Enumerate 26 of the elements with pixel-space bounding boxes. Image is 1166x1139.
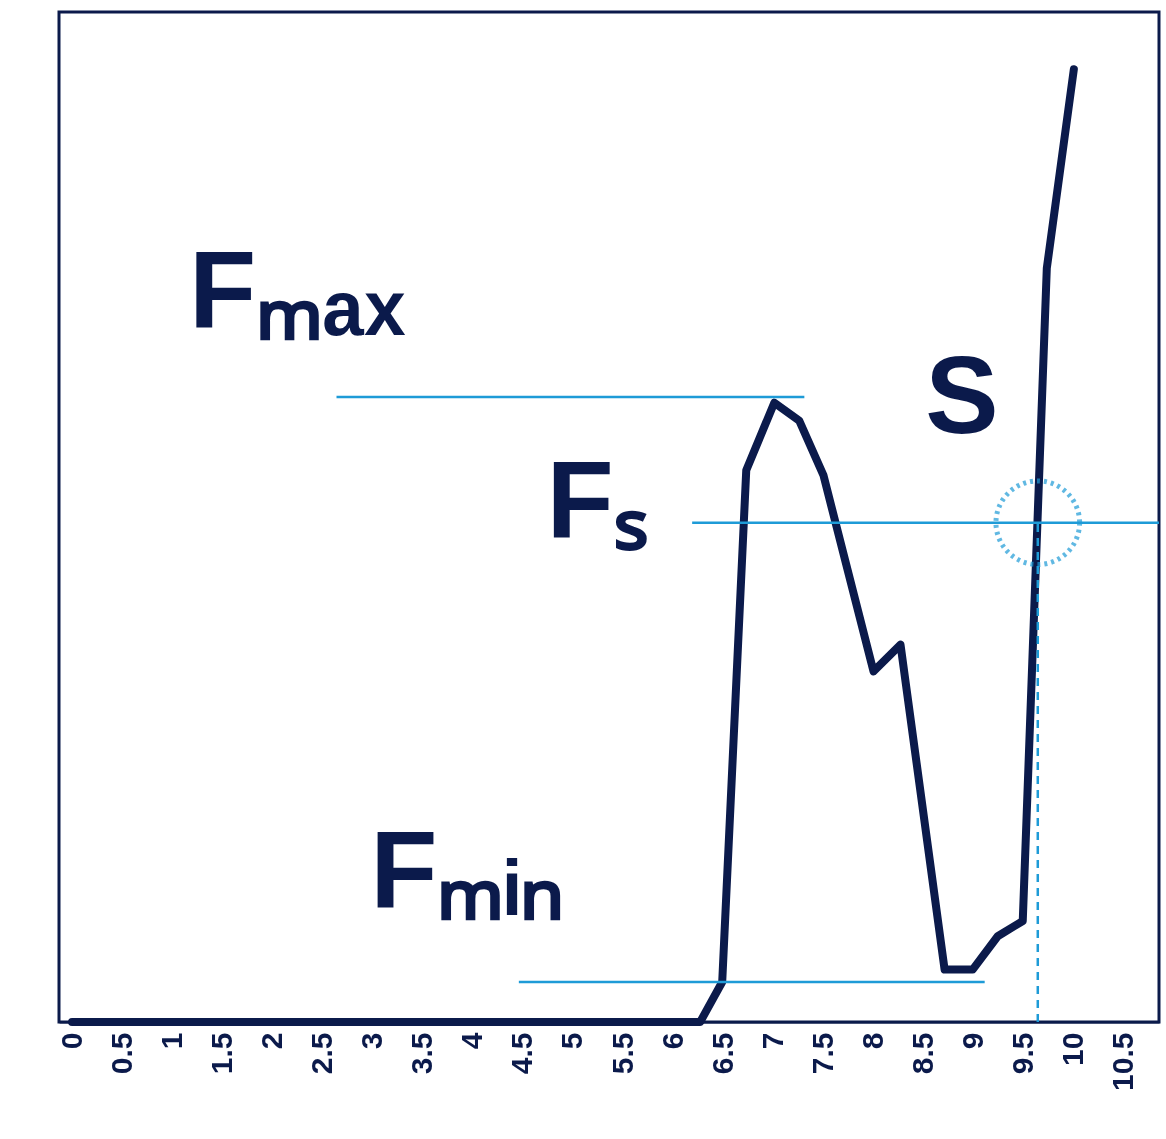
x-tick-label: 2 (254, 1032, 288, 1050)
x-tick-label: 10.5 (1106, 1032, 1140, 1091)
x-tick-label: 7.5 (805, 1032, 839, 1075)
annotation: Fₛ (546, 438, 648, 561)
x-tick-label: 4 (455, 1032, 489, 1050)
x-tick-label: 0 (54, 1032, 88, 1050)
x-tick-label: 9 (956, 1032, 990, 1050)
x-tick-label: 1 (154, 1032, 188, 1050)
x-tick-label: 5.5 (605, 1032, 639, 1075)
x-tick-label: 3.5 (405, 1032, 439, 1075)
annotation: Fₘᵢₙ (370, 808, 564, 931)
x-tick-label: 9.5 (1006, 1032, 1040, 1075)
x-tick-label: 3 (355, 1032, 389, 1050)
annotation: S (925, 333, 999, 456)
x-tick-label: 5 (555, 1032, 589, 1050)
x-tick-label: 10 (1056, 1032, 1090, 1066)
x-tick-label: 1.5 (204, 1032, 238, 1075)
annotation: Fₘₐₓ (189, 228, 406, 351)
x-tick-label: 6 (655, 1032, 689, 1050)
x-tick-label: 6.5 (705, 1032, 739, 1075)
x-tick-label: 8.5 (906, 1032, 940, 1075)
x-tick-label: 7 (755, 1032, 789, 1050)
x-tick-label: 8 (855, 1032, 889, 1050)
x-tick-label: 0.5 (104, 1032, 138, 1075)
x-tick-label: 4.5 (505, 1032, 539, 1075)
x-tick-label: 2.5 (304, 1032, 338, 1075)
